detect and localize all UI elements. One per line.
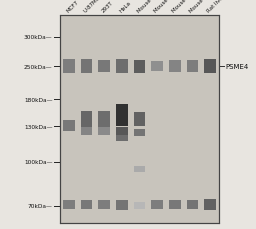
- Bar: [81, 60, 92, 74]
- Text: 70kDa—: 70kDa—: [28, 203, 52, 208]
- Bar: [116, 136, 128, 142]
- Bar: [63, 120, 75, 132]
- Bar: [151, 62, 163, 72]
- Text: 300kDa—: 300kDa—: [24, 35, 52, 40]
- Text: 250kDa—: 250kDa—: [24, 64, 52, 69]
- Text: 293T: 293T: [101, 0, 114, 14]
- Bar: [187, 200, 198, 209]
- Text: HeLa: HeLa: [118, 0, 132, 14]
- Bar: [63, 200, 75, 209]
- Bar: [60, 16, 219, 223]
- Bar: [134, 129, 145, 137]
- Text: 180kDa—: 180kDa—: [24, 98, 52, 102]
- Bar: [169, 61, 180, 73]
- Bar: [134, 202, 145, 209]
- Text: 130kDa—: 130kDa—: [24, 124, 52, 129]
- Bar: [81, 200, 92, 209]
- Bar: [116, 105, 128, 126]
- Bar: [134, 166, 145, 172]
- Bar: [204, 60, 216, 74]
- Bar: [99, 112, 110, 127]
- Text: Mouse kidney: Mouse kidney: [189, 0, 219, 14]
- Bar: [81, 127, 92, 135]
- Bar: [134, 60, 145, 73]
- Bar: [204, 199, 216, 210]
- Text: MCF7: MCF7: [66, 0, 80, 14]
- Bar: [169, 200, 180, 209]
- Text: U-87MG: U-87MG: [83, 0, 102, 14]
- Bar: [99, 200, 110, 209]
- Text: Rat liver: Rat liver: [207, 0, 226, 14]
- Text: Mouse thymus: Mouse thymus: [136, 0, 168, 14]
- Bar: [63, 60, 75, 74]
- Text: Mouse heart: Mouse heart: [171, 0, 199, 14]
- Bar: [187, 61, 198, 73]
- Bar: [81, 112, 92, 127]
- Text: Mouse brain: Mouse brain: [154, 0, 181, 14]
- Bar: [116, 200, 128, 210]
- Bar: [116, 60, 128, 74]
- Bar: [99, 61, 110, 73]
- Text: 100kDa—: 100kDa—: [24, 160, 52, 165]
- Bar: [134, 112, 145, 127]
- Text: PSME4: PSME4: [225, 64, 249, 70]
- Bar: [151, 200, 163, 209]
- Bar: [99, 127, 110, 135]
- Bar: [116, 127, 128, 135]
